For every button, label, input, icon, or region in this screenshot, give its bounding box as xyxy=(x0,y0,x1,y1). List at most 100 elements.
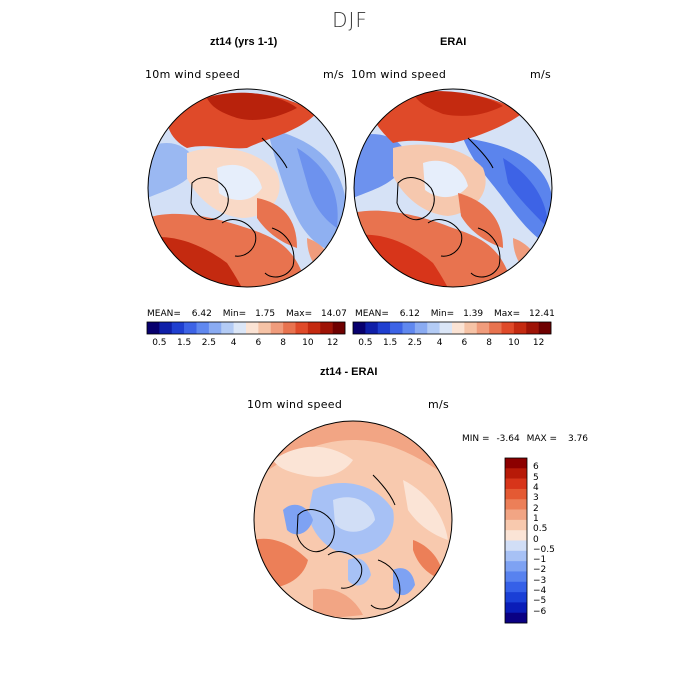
colorbar-diff-tick-label: −3 xyxy=(533,575,547,586)
colorbar-model-tick-label: 2.5 xyxy=(201,338,217,348)
colorbar-diff-swatch xyxy=(505,581,527,593)
colorbar-obs-swatch xyxy=(452,322,465,334)
colorbar-obs-swatch xyxy=(427,322,440,334)
colorbar-obs-swatch xyxy=(390,322,403,334)
colorbar-model-swatch xyxy=(184,322,197,334)
colorbar-diff-swatch xyxy=(505,509,527,521)
colorbar-model-tick-label: 0.5 xyxy=(152,338,167,348)
colorbar-diff-swatch xyxy=(505,571,527,583)
colorbar-model-swatch xyxy=(208,322,222,334)
colorbar-diff-tick-label: −1 xyxy=(533,555,547,566)
colorbar-diff-swatch xyxy=(505,540,527,552)
colorbar-diff-swatch xyxy=(505,519,527,531)
stats-obs: MEAN= 6.12 Min= 1.39 Max= 12.41 xyxy=(355,309,555,319)
panel-title-obs: ERAI xyxy=(440,36,467,48)
colorbar-obs-tick-label: 12 xyxy=(532,338,545,348)
colorbar-diff-tick-label: 3 xyxy=(533,493,539,504)
colorbar-diff-tick-label: 5 xyxy=(533,472,539,483)
colorbar-model-tick-label: 10 xyxy=(302,338,314,348)
colorbar-model-swatch xyxy=(233,322,247,334)
colorbar-model-swatch xyxy=(270,322,284,334)
colorbar-model-swatch xyxy=(332,322,346,334)
colorbar-diff-tick-label: 4 xyxy=(533,482,539,493)
colorbar-obs-swatch xyxy=(402,322,416,334)
colorbar-obs-tick-label: 4 xyxy=(436,338,443,348)
colorbar-diff-tick-label: −2 xyxy=(533,565,547,576)
stats-model: MEAN= 6.42 Min= 1.75 Max= 14.07 xyxy=(147,309,347,319)
stats-diff: MIN = -3.64 MAX = 3.76 xyxy=(462,434,589,444)
colorbar-diff-tick-label: −5 xyxy=(533,596,547,607)
colorbar-obs-swatch xyxy=(513,322,527,334)
page-title: DJF xyxy=(332,8,368,32)
colorbar-model-swatch xyxy=(196,322,210,334)
colorbar-diff-swatch xyxy=(505,478,527,490)
polar-map-obs xyxy=(353,88,553,288)
colorbar-diff-swatch xyxy=(505,468,527,479)
colorbar-obs-swatch xyxy=(489,322,502,334)
colorbar-obs-border xyxy=(352,321,552,335)
units-label-obs: m/s xyxy=(530,68,552,81)
colorbar-model-swatch xyxy=(246,322,259,334)
colorbar-obs-tick-label: 0.5 xyxy=(358,338,373,348)
polar-map-model xyxy=(147,88,347,288)
colorbar-model-swatch xyxy=(295,322,309,334)
colorbar-model-swatch xyxy=(171,322,185,334)
colorbar-diff-swatch xyxy=(505,458,527,469)
colorbar-diff-swatch xyxy=(505,561,527,572)
colorbar-diff-tick-label: −6 xyxy=(533,606,547,617)
colorbar-model xyxy=(146,321,346,335)
colorbar-diff-swatch xyxy=(505,530,527,541)
colorbar-obs-swatch xyxy=(526,322,539,334)
colorbar-model-swatch xyxy=(258,322,272,334)
units-label-diff: m/s xyxy=(428,398,450,411)
colorbar-model-tick-label: 12 xyxy=(326,338,339,348)
variable-label-diff: 10m wind speed xyxy=(247,398,343,411)
colorbar-diff-swatch xyxy=(505,550,527,562)
colorbar-diff-tick-label: 0 xyxy=(533,534,539,545)
colorbar-obs-swatch xyxy=(476,322,490,334)
colorbar-diff-tick-label: −0.5 xyxy=(533,544,555,555)
variable-label-obs: 10m wind speed xyxy=(351,68,447,81)
colorbar-diff-tick-label: 1 xyxy=(533,513,539,524)
colorbar-obs-tick-label: 1.5 xyxy=(382,338,398,348)
colorbar-obs-swatch xyxy=(353,322,366,334)
colorbar-obs-swatch xyxy=(377,322,391,334)
polar-map-diff xyxy=(253,420,453,620)
colorbar-model-swatch xyxy=(147,322,160,334)
colorbar-diff-swatch xyxy=(505,499,527,510)
colorbar-obs-swatch xyxy=(439,322,453,334)
colorbar-obs-swatch xyxy=(501,322,515,334)
colorbar-obs-swatch xyxy=(365,322,379,334)
colorbar-diff-tick-label: 6 xyxy=(533,462,539,473)
panel-title-diff: zt14 - ERAI xyxy=(320,366,378,378)
colorbar-diff-swatch xyxy=(505,592,527,603)
colorbar-obs xyxy=(352,321,552,335)
colorbar-obs-tick-label: 6 xyxy=(461,338,468,348)
colorbar-obs-swatch xyxy=(464,322,478,334)
colorbar-diff-tick-label: 2 xyxy=(533,503,539,514)
colorbar-model-border xyxy=(146,321,346,335)
colorbar-model-swatch xyxy=(320,322,333,334)
colorbar-model-tick-label: 6 xyxy=(255,338,262,348)
units-label-model: m/s xyxy=(323,68,345,81)
colorbar-diff xyxy=(504,457,528,624)
colorbar-obs-swatch xyxy=(414,322,428,334)
colorbar-model-tick-label: 4 xyxy=(230,338,237,348)
colorbar-obs-tick-label: 2.5 xyxy=(407,338,423,348)
colorbar-diff-swatch xyxy=(505,612,527,624)
colorbar-model-swatch xyxy=(307,322,321,334)
colorbar-model-swatch xyxy=(159,322,173,334)
colorbar-model-swatch xyxy=(221,322,234,334)
variable-label-model: 10m wind speed xyxy=(145,68,241,81)
panel-title-model: zt14 (yrs 1-1) xyxy=(210,36,278,48)
colorbar-diff-tick-label: −4 xyxy=(533,586,547,597)
colorbar-diff-tick-label: 0.5 xyxy=(533,524,548,535)
colorbar-obs-tick-label: 10 xyxy=(508,338,520,348)
colorbar-diff-border xyxy=(504,457,528,624)
colorbar-model-swatch xyxy=(283,322,296,334)
colorbar-model-tick-label: 1.5 xyxy=(176,338,192,348)
colorbar-diff-swatch xyxy=(505,488,527,500)
colorbar-obs-swatch xyxy=(538,322,552,334)
colorbar-obs-tick-label: 8 xyxy=(486,338,492,348)
colorbar-diff-swatch xyxy=(505,602,527,613)
